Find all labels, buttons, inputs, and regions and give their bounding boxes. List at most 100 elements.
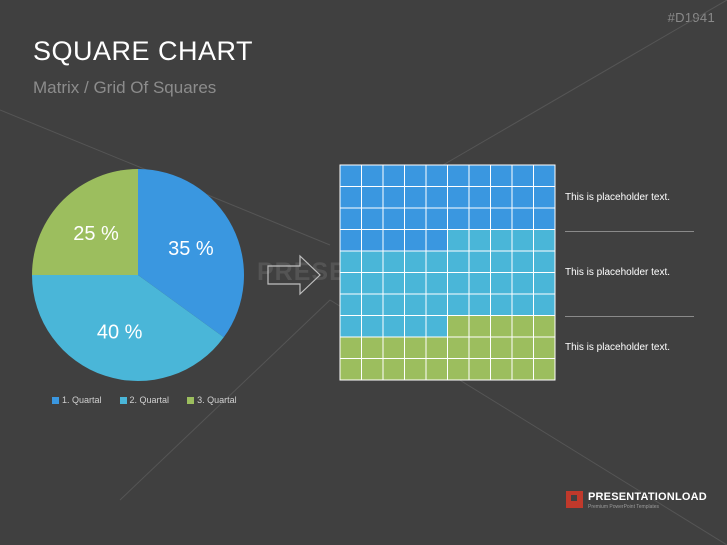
- grid-cell: [339, 358, 362, 381]
- grid-cell: [339, 250, 362, 273]
- grid-cell: [382, 358, 405, 381]
- grid-cell: [361, 272, 384, 295]
- grid-cell: [490, 358, 513, 381]
- grid-cell: [425, 207, 448, 230]
- grid-cell: [468, 336, 491, 359]
- grid-cell: [425, 250, 448, 273]
- grid-cell: [447, 272, 470, 295]
- grid-cell: [447, 207, 470, 230]
- grid-cell: [382, 229, 405, 252]
- grid-cell: [425, 358, 448, 381]
- grid-cell: [511, 164, 534, 187]
- grid-cell: [468, 358, 491, 381]
- grid-cell: [404, 164, 427, 187]
- grid-cell: [425, 229, 448, 252]
- grid-cell: [361, 315, 384, 338]
- legend-swatch: [52, 396, 59, 404]
- grid-cell: [533, 336, 556, 359]
- pie-data-label: 25 %: [73, 223, 119, 245]
- grid-cell: [511, 207, 534, 230]
- brand-tagline: Premium PowerPoint Templates: [588, 504, 660, 510]
- legend-label: 2. Quartal: [129, 395, 170, 405]
- grid-cell: [533, 358, 556, 381]
- grid-cell: [425, 336, 448, 359]
- legend-swatch: [119, 396, 127, 404]
- square-grid-chart: [339, 164, 556, 381]
- grid-cell: [468, 229, 491, 252]
- grid-cell: [468, 272, 491, 295]
- grid-cell: [533, 250, 556, 273]
- grid-cell: [404, 207, 427, 230]
- grid-cell: [361, 293, 384, 316]
- decorative-line: [119, 299, 331, 501]
- grid-cell: [361, 229, 384, 252]
- note-divider: [565, 316, 694, 317]
- grid-cell: [511, 250, 534, 273]
- grid-cell: [490, 293, 513, 316]
- grid-cell: [382, 250, 405, 273]
- grid-cell: [339, 229, 362, 252]
- grid-cell: [361, 207, 384, 230]
- grid-cell: [382, 293, 405, 316]
- grid-cell: [511, 186, 534, 209]
- grid-cell: [361, 250, 384, 273]
- grid-cell: [404, 250, 427, 273]
- grid-cell: [511, 315, 534, 338]
- grid-cell: [490, 315, 513, 338]
- grid-cell: [404, 336, 427, 359]
- grid-cell: [361, 358, 384, 381]
- grid-cell: [425, 164, 448, 187]
- brand-icon: [566, 491, 583, 508]
- grid-cell: [511, 336, 534, 359]
- pie-slice: [32, 275, 224, 381]
- pie-data-label: 40 %: [97, 321, 143, 343]
- grid-cell: [490, 336, 513, 359]
- legend-label: 3. Quartal: [197, 395, 237, 405]
- grid-cell: [404, 229, 427, 252]
- grid-cell: [490, 164, 513, 187]
- grid-cell: [339, 315, 362, 338]
- grid-cell: [382, 164, 405, 187]
- placeholder-note: This is placeholder text.: [565, 192, 671, 203]
- grid-cell: [447, 164, 470, 187]
- grid-cell: [425, 186, 448, 209]
- grid-cell: [490, 207, 513, 230]
- pie-slice: [32, 169, 138, 275]
- grid-cell: [447, 336, 470, 359]
- brand-name: PRESENTATIONLOAD: [588, 491, 707, 503]
- arrow-icon: [267, 254, 321, 296]
- grid-cell: [361, 164, 384, 187]
- grid-cell: [339, 293, 362, 316]
- grid-cell: [425, 315, 448, 338]
- grid-cell: [511, 293, 534, 316]
- grid-cell: [339, 164, 362, 187]
- grid-cell: [361, 336, 384, 359]
- grid-cell: [468, 315, 491, 338]
- grid-cell: [339, 186, 362, 209]
- grid-cell: [361, 186, 384, 209]
- grid-cell: [511, 358, 534, 381]
- grid-cell: [447, 293, 470, 316]
- grid-cell: [511, 229, 534, 252]
- legend-item: 1. Quartal: [52, 395, 102, 405]
- grid-cell: [468, 186, 491, 209]
- grid-cell: [468, 250, 491, 273]
- brand-logo: PRESENTATIONLOAD Premium PowerPoint Temp…: [566, 491, 707, 510]
- pie-chart: 35 % 40 % 25 %: [32, 169, 244, 381]
- grid-cell: [447, 186, 470, 209]
- grid-cell: [339, 336, 362, 359]
- grid-cell: [447, 250, 470, 273]
- grid-cell: [533, 186, 556, 209]
- grid-cell: [382, 272, 405, 295]
- grid-cell: [490, 272, 513, 295]
- grid-cell: [533, 229, 556, 252]
- grid-cell: [447, 229, 470, 252]
- grid-cell: [404, 186, 427, 209]
- grid-cell: [382, 336, 405, 359]
- grid-cell: [404, 293, 427, 316]
- placeholder-note: This is placeholder text.: [565, 342, 671, 353]
- grid-cell: [490, 229, 513, 252]
- decorative-line: [399, 0, 727, 191]
- grid-cell: [425, 293, 448, 316]
- page-title: SQUARE CHART: [33, 36, 254, 66]
